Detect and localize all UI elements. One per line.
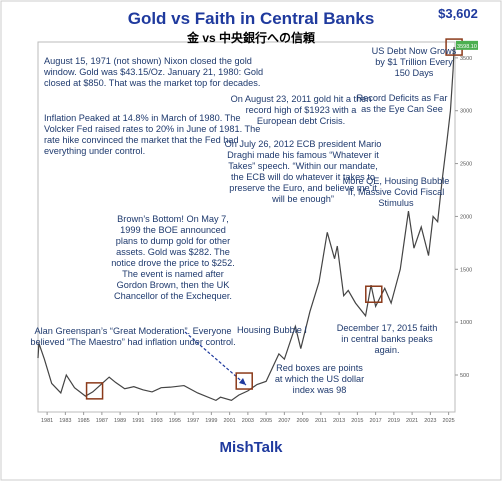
x-tick-label: 2017	[369, 418, 381, 424]
x-tick-label: 2025	[442, 418, 454, 424]
x-tick-label: 2015	[351, 418, 363, 424]
highlight-box	[365, 285, 383, 303]
annotation: December 17, 2015 faith in central banks…	[336, 323, 438, 355]
price-line	[37, 47, 455, 402]
y-tick-label: 2500	[460, 162, 472, 168]
x-tick-label: 1999	[205, 418, 217, 424]
axis-tag: 3598.10	[457, 44, 477, 50]
x-tick-label: 2009	[296, 418, 308, 424]
x-tick-label: 2011	[315, 418, 327, 424]
arrow-head	[239, 378, 246, 385]
annotation: Alan Greenspan’s “Great Moderation”. Eve…	[30, 326, 236, 347]
axis-tag-bg	[456, 40, 478, 50]
x-tick-label: 1983	[59, 418, 71, 424]
x-tick-label: 2005	[260, 418, 272, 424]
chart-title: Gold vs Faith in Central Banks	[128, 9, 375, 28]
y-tick-label: 2000	[460, 214, 472, 220]
x-tick-label: 2001	[223, 418, 235, 424]
x-tick-label: 1995	[169, 418, 181, 424]
x-tick-label: 2003	[242, 418, 254, 424]
x-tick-label: 2021	[406, 418, 418, 424]
annotation: August 15, 1971 (not shown) Nixon closed…	[44, 56, 264, 88]
y-tick-label: 3500	[460, 56, 472, 62]
x-tick-label: 1981	[41, 418, 53, 424]
annotation: Housing Bubble I	[237, 325, 307, 335]
annotation: Inflation Peaked at 14.8% in March of 19…	[44, 113, 261, 156]
highlight-box	[85, 382, 104, 400]
annotation: Brown’s Bottom! On May 7, 1999 the BOE a…	[111, 214, 235, 301]
annotation: On July 26, 2012 ECB president Mario Dra…	[224, 139, 382, 204]
x-tick-label: 1985	[77, 418, 89, 424]
annotation: On August 23, 2011 gold hit a then recor…	[230, 94, 372, 126]
annotation: Red boxes are points at which the US dol…	[274, 363, 365, 395]
chart-subtitle: 金 vs 中央銀行への信頼	[186, 30, 316, 45]
x-tick-label: 2013	[333, 418, 345, 424]
footer: MishTalk	[219, 439, 283, 456]
x-tick-label: 1993	[150, 418, 162, 424]
annotation: Record Deficits as Far as the Eye Can Se…	[356, 93, 448, 114]
annotation: US Debt Now Grows by $1 Trillion Every 1…	[371, 46, 457, 78]
y-tick-label: 1000	[460, 320, 472, 326]
x-tick-label: 2023	[424, 418, 436, 424]
x-tick-label: 1997	[187, 418, 199, 424]
y-tick-label: 3000	[460, 109, 472, 115]
end-label: $3,602	[438, 6, 478, 21]
highlight-box	[235, 372, 253, 390]
plot-area	[37, 41, 456, 413]
x-tick-label: 1987	[96, 418, 108, 424]
y-tick-label: 500	[460, 373, 469, 379]
y-tick-label: 1500	[460, 267, 472, 273]
x-tick-label: 1991	[132, 418, 144, 424]
x-tick-label: 2019	[388, 418, 400, 424]
x-tick-label: 1989	[114, 418, 126, 424]
x-tick-label: 2007	[278, 418, 290, 424]
annotation: More QE, Housing Bubble II, Massive Covi…	[342, 176, 450, 208]
